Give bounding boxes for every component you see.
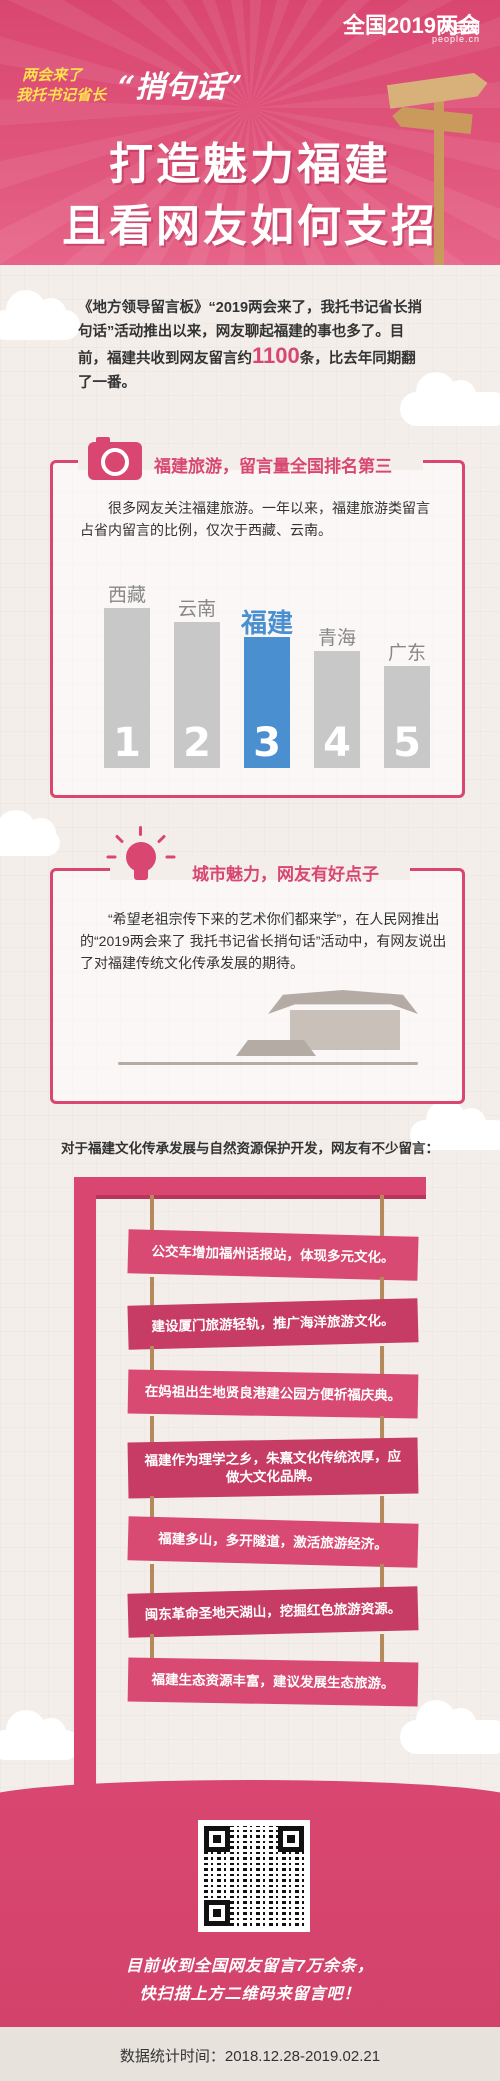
cloud-icon <box>0 290 80 340</box>
signpost-arm-icon <box>74 1177 426 1195</box>
qr-finder-icon <box>204 1826 230 1852</box>
lightbulb-ray-icon <box>139 826 142 836</box>
ground-line <box>118 1062 418 1065</box>
rope-icon <box>380 1564 384 1594</box>
intro-paragraph: 《地方领导留言板》“2019两会来了，我托书记省长捎句话”活动推出以来，网友聊起… <box>78 296 428 395</box>
intro-text-a: 《地方领导留言板》“2019两会来了，我托书记省长捎句话”活动推出以来，网友聊起… <box>78 300 423 367</box>
intro-text-b: 条，比去年同期翻了一番。 <box>78 351 416 391</box>
brand-logo: 人民网 <box>440 21 480 36</box>
suggestion-plank: 公交车增加福州话报站，体现多元文化。 <box>127 1229 419 1281</box>
lightbulb-ray-icon <box>165 855 176 859</box>
tourism-card-title: 福建旅游，留言量全国排名第三 <box>154 457 392 476</box>
card-header-gap <box>78 448 423 470</box>
tourism-card-text: 很多网友关注福建旅游。一年以来，福建旅游类留言占省内留言的比例，仅次于西藏、云南… <box>80 500 430 538</box>
rope-icon <box>380 1346 384 1376</box>
camera-lens-icon <box>101 448 129 476</box>
traditional-roof-icon <box>236 1040 316 1056</box>
cloud-icon <box>400 372 500 426</box>
rope-icon <box>380 1195 384 1237</box>
rope-icon <box>150 1195 154 1237</box>
brand-title: 全国2019两会 <box>343 13 480 38</box>
city-charm-card <box>50 868 465 1104</box>
rope-icon <box>150 1496 154 1524</box>
header-banner <box>0 0 500 265</box>
cloud-icon <box>400 1700 500 1754</box>
rope-icon <box>380 1416 384 1444</box>
card-header-gap <box>110 858 410 880</box>
footer-date-band <box>0 2027 500 2081</box>
rope-icon <box>380 1634 384 1664</box>
city-charm-card-title: 城市魅力，网友有好点子 <box>192 865 379 884</box>
lightbulb-base-icon <box>134 868 148 880</box>
footer-call-line2: 快扫描上方二维码来留言吧！ <box>139 1986 361 2003</box>
subtitle-quote: “捎句话” <box>118 70 243 105</box>
suggestion-plank: 福建作为理学之乡，朱熹文化传统浓厚，应做大文化品牌。 <box>127 1437 419 1499</box>
rope-icon <box>150 1416 154 1444</box>
rope-icon <box>380 1496 384 1524</box>
rope-icon <box>150 1634 154 1664</box>
page-title-line2: 且看网友如何支招 <box>62 202 438 251</box>
suggestion-plank: 福建生态资源丰富，建议发展生态旅游。 <box>127 1657 419 1707</box>
qr-finder-icon <box>278 1826 304 1852</box>
qr-finder-icon <box>204 1900 230 1926</box>
page-title-line1: 打造魅力福建 <box>109 140 391 189</box>
suggestion-plank: 闽东革命圣地天湖山，挖掘红色旅游资源。 <box>127 1586 419 1638</box>
suggestions-caption: 对于福建文化传承发展与自然资源保护开发，网友有不少留言： <box>61 1141 439 1156</box>
suggestion-plank: 建设厦门旅游轻轨，推广海洋旅游文化。 <box>127 1298 419 1350</box>
signpost-pole-icon <box>434 80 444 265</box>
rope-icon <box>150 1346 154 1376</box>
footer-call-line1: 目前收到全国网友留言7万余条， <box>126 1958 374 1975</box>
data-date-range: 数据统计时间：2018.12.28-2019.02.21 <box>119 2048 381 2065</box>
city-charm-card-text: “希望老祖宗传下来的艺术你们都来学”，在人民网推出的“2019两会来了 我托书记… <box>80 911 447 971</box>
cloud-icon <box>0 810 60 856</box>
suggestion-plank: 福建多山，多开隧道，激活旅游经济。 <box>127 1516 419 1568</box>
suggestion-plank: 在妈祖出生地贤良港建公园方便祈福庆典。 <box>127 1369 419 1419</box>
cloud-icon <box>0 1710 80 1760</box>
lightbulb-icon <box>126 842 156 872</box>
rope-icon <box>150 1564 154 1594</box>
subtitle-line-b: 我托书记省长 <box>16 87 107 104</box>
intro-number: 1100 <box>252 343 300 368</box>
signpost-arm-shadow <box>96 1195 426 1199</box>
header-sunburst <box>0 0 500 265</box>
cloud-icon <box>410 1100 500 1150</box>
subtitle-line-a: 两会来了 <box>22 67 83 84</box>
rope-icon <box>150 1277 154 1306</box>
qr-code-icon[interactable] <box>198 1820 310 1932</box>
rope-icon <box>380 1277 384 1306</box>
traditional-wall-icon <box>290 1010 400 1050</box>
signpost-pole-icon <box>74 1177 96 1817</box>
camera-icon <box>96 437 110 443</box>
brand-url: people.cn <box>431 34 480 44</box>
lightbulb-ray-icon <box>106 855 117 859</box>
